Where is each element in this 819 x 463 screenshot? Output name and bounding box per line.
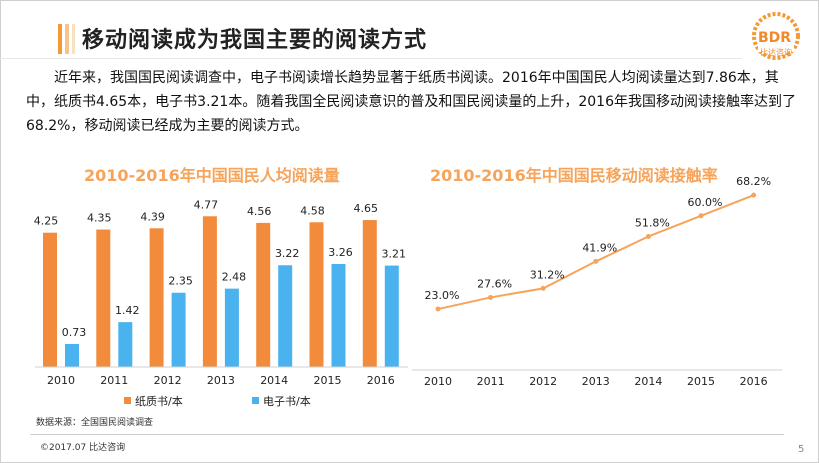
logo-subtext: 比达咨询 [760, 48, 792, 57]
bar-paper-label: 4.58 [300, 204, 325, 217]
footer-divider [30, 434, 784, 435]
x-tick-label: 2012 [529, 375, 557, 388]
bar-paper [309, 222, 324, 367]
bar-chart-title: 2010-2016年中国国民人均阅读量 [84, 166, 340, 185]
bdr-logo-icon [752, 12, 800, 60]
legend-ebook-swatch [252, 397, 259, 404]
x-tick-label: 2015 [314, 374, 342, 387]
line-point [751, 192, 757, 198]
line-point-label: 60.0% [688, 196, 723, 209]
title-accent-bar [58, 24, 62, 54]
bar-ebook [331, 263, 346, 367]
bar-paper [43, 232, 57, 367]
line-point-label: 31.2% [530, 268, 565, 281]
page-number: 5 [798, 444, 805, 455]
bar-ebook-label: 3.22 [275, 247, 300, 260]
x-tick-label: 2010 [47, 374, 75, 387]
bar-ebook-label: 2.35 [168, 275, 193, 288]
line-point [435, 306, 441, 312]
bar-paper-label: 4.25 [34, 215, 59, 228]
x-tick-label: 2011 [477, 375, 505, 388]
line-point-label: 41.9% [582, 241, 617, 254]
line-point [593, 258, 599, 264]
x-tick-label: 2013 [582, 375, 610, 388]
legend-paper-label: 纸质书/本 [135, 394, 183, 408]
bar-paper-label: 4.77 [194, 198, 219, 211]
line-point-label: 23.0% [425, 289, 460, 302]
line-point [645, 233, 651, 239]
bar-paper [149, 228, 164, 367]
title-accent-bar [72, 24, 75, 54]
x-tick-label: 2014 [634, 375, 662, 388]
bar-paper-label: 4.39 [140, 210, 165, 223]
line-point [698, 213, 704, 219]
bar-paper [202, 216, 217, 367]
x-tick-label: 2016 [740, 375, 768, 388]
bar-paper-label: 4.65 [354, 202, 379, 215]
bar-ebook [171, 292, 186, 367]
x-tick-label: 2015 [687, 375, 715, 388]
x-tick-label: 2014 [260, 374, 288, 387]
legend-ebook-label: 电子书/本 [263, 394, 311, 408]
line-point [540, 285, 546, 291]
x-tick-label: 2016 [367, 374, 395, 387]
data-source-note: 数据来源：全国国民阅读调查 [36, 418, 154, 428]
bar-ebook [278, 265, 293, 367]
intro-paragraph: 近年来，我国国民阅读调查中，电子书阅读增长趋势显著于纸质书阅读。2016年中国国… [26, 70, 796, 134]
title-divider [0, 58, 742, 59]
bar-paper [256, 222, 271, 367]
bar-ebook-label: 1.42 [115, 304, 140, 317]
bar-ebook [224, 288, 239, 367]
line-point [488, 294, 494, 300]
line-chart-title: 2010-2016年中国国民移动阅读接触率 [430, 166, 718, 185]
bar-paper [362, 220, 377, 367]
bar-ebook-label: 3.26 [328, 246, 353, 259]
bar-paper [96, 229, 111, 367]
line-point-label: 68.2% [736, 175, 771, 188]
bar-ebook [384, 265, 399, 367]
bar-paper-label: 4.35 [87, 212, 112, 225]
bar-ebook-label: 0.73 [62, 326, 87, 339]
line-point-label: 51.8% [635, 216, 670, 229]
x-tick-label: 2010 [424, 375, 452, 388]
title-accent-bar [65, 24, 69, 54]
bar-paper-label: 4.56 [247, 205, 272, 218]
logo-text: BDR [758, 30, 792, 46]
bar-ebook-label: 2.48 [222, 271, 247, 284]
page-title: 移动阅读成为我国主要的阅读方式 [82, 28, 428, 53]
x-tick-label: 2011 [100, 374, 128, 387]
line-point-label: 27.6% [477, 277, 512, 290]
bar-ebook [65, 343, 79, 367]
x-tick-label: 2013 [207, 374, 235, 387]
x-tick-label: 2012 [154, 374, 182, 387]
bar-ebook [118, 322, 133, 367]
footer-copyright: ©2017.07 比达咨询 [40, 443, 126, 453]
legend-paper-swatch [124, 397, 131, 404]
bar-ebook-label: 3.21 [382, 248, 407, 261]
